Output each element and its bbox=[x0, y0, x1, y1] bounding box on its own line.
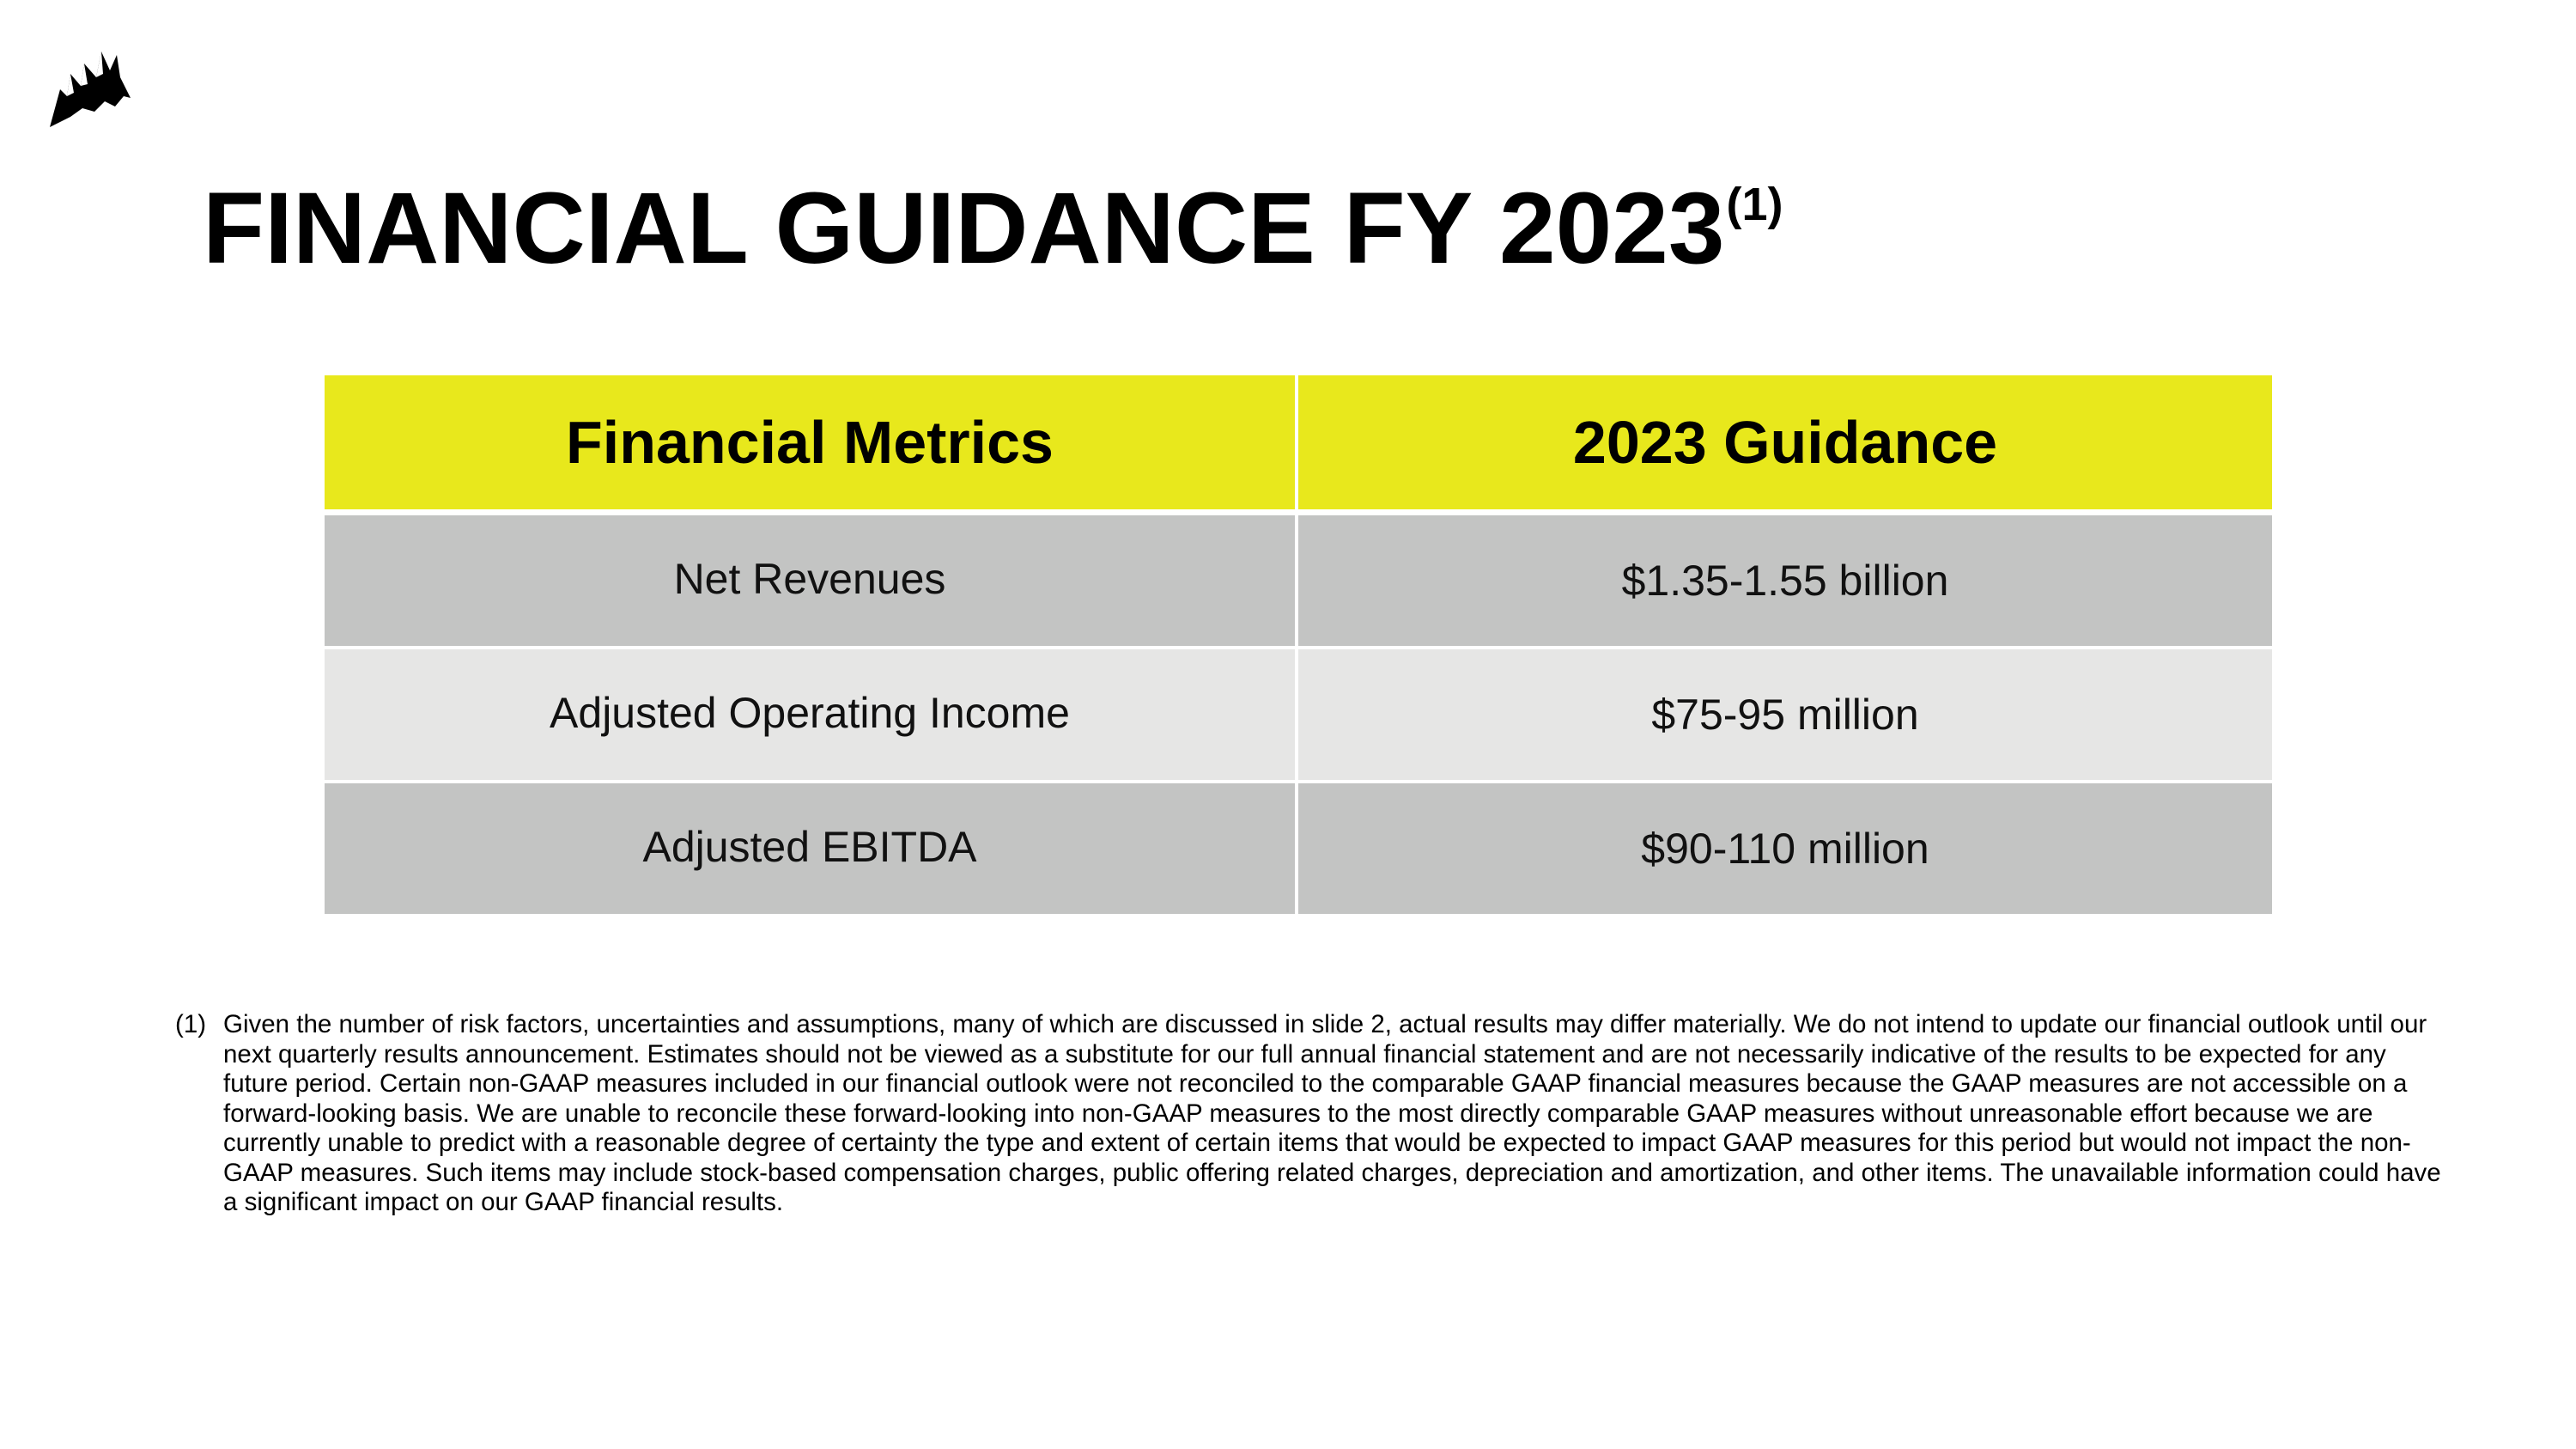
corsair-sails-logo-icon bbox=[50, 52, 131, 127]
table-header-row: Financial Metrics 2023 Guidance bbox=[325, 375, 2272, 515]
table-row: Adjusted Operating Income $75-95 million bbox=[325, 646, 2272, 780]
footnote-text: Given the number of risk factors, uncert… bbox=[223, 1010, 2441, 1216]
guidance-table: Financial Metrics 2023 Guidance Net Reve… bbox=[325, 375, 2272, 914]
metric-adjusted-ebitda: Adjusted EBITDA bbox=[325, 780, 1295, 914]
guidance-net-revenues: $1.35-1.55 billion bbox=[1295, 515, 2272, 646]
header-2023-guidance: 2023 Guidance bbox=[1295, 375, 2272, 515]
page-title-text: FINANCIAL GUIDANCE FY 2023 bbox=[203, 172, 1725, 285]
table-row: Net Revenues $1.35-1.55 billion bbox=[325, 515, 2272, 646]
header-financial-metrics: Financial Metrics bbox=[325, 375, 1295, 515]
footnote-marker: (1) bbox=[175, 1010, 207, 1038]
metric-net-revenues: Net Revenues bbox=[325, 515, 1295, 646]
table-row: Adjusted EBITDA $90-110 million bbox=[325, 780, 2272, 914]
page-title: FINANCIAL GUIDANCE FY 2023(1) bbox=[203, 168, 1783, 307]
title-footnote-ref: (1) bbox=[1726, 179, 1783, 230]
guidance-adjusted-operating-income: $75-95 million bbox=[1295, 646, 2272, 780]
metric-adjusted-operating-income: Adjusted Operating Income bbox=[325, 646, 1295, 780]
guidance-adjusted-ebitda: $90-110 million bbox=[1295, 780, 2272, 914]
